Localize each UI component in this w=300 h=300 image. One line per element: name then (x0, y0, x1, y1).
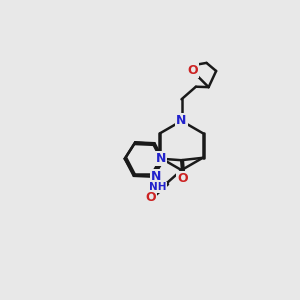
Text: O: O (187, 64, 198, 77)
Text: N: N (176, 114, 187, 128)
Text: O: O (177, 172, 188, 185)
Text: NH: NH (148, 182, 166, 192)
Text: N: N (151, 170, 161, 183)
Text: N: N (156, 152, 166, 165)
Text: O: O (146, 191, 156, 204)
